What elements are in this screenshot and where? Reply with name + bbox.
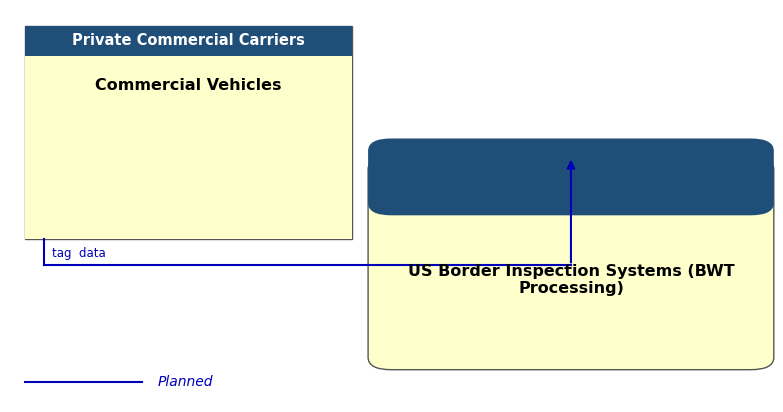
FancyBboxPatch shape [368, 157, 774, 370]
Bar [25, 26, 352, 239]
Text: Planned: Planned [157, 375, 213, 389]
Bar [727, 169, 750, 203]
Bar [25, 56, 352, 239]
Bar [392, 169, 415, 203]
Bar [25, 26, 352, 56]
Text: tag  data: tag data [52, 248, 106, 260]
Bar [415, 169, 727, 203]
Text: Commercial Vehicles: Commercial Vehicles [96, 78, 282, 93]
Text: Private Commercial Carriers: Private Commercial Carriers [72, 33, 305, 48]
Text: US Border Inspection Systems (BWT
Processing): US Border Inspection Systems (BWT Proces… [408, 264, 734, 296]
FancyBboxPatch shape [368, 138, 774, 215]
